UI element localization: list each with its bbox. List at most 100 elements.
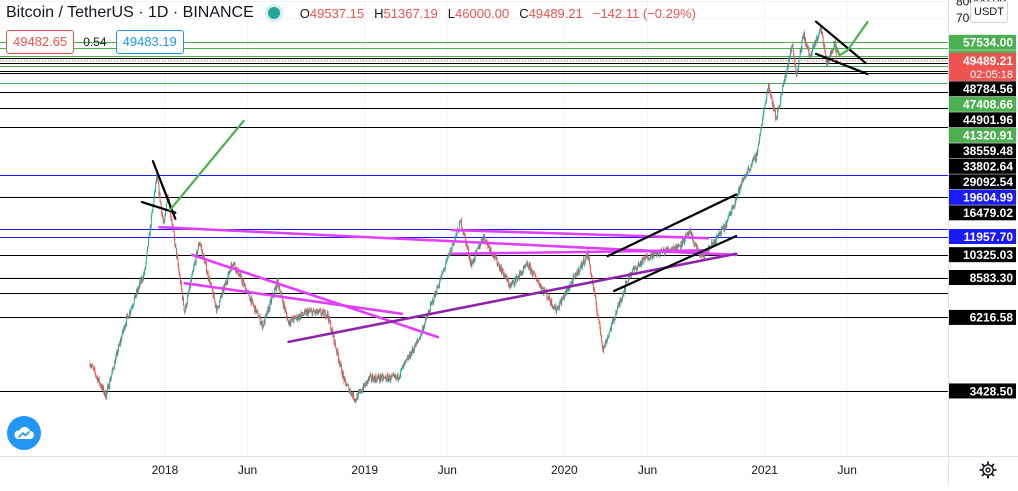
candle[interactable] [242,279,244,287]
candle[interactable] [273,287,275,296]
candle[interactable] [459,221,461,226]
candle[interactable] [131,304,133,311]
candle[interactable] [105,394,107,400]
candle[interactable] [119,341,120,347]
candle[interactable] [732,205,734,209]
candle[interactable] [548,296,549,301]
candle[interactable] [404,360,406,365]
candle[interactable] [164,213,166,221]
candle[interactable] [315,308,317,316]
wedge-2019-bottom[interactable] [450,248,710,256]
candle[interactable] [121,334,123,343]
candle[interactable] [144,266,146,270]
candle[interactable] [305,307,307,313]
candle[interactable] [766,88,768,95]
candle[interactable] [760,127,762,136]
candle[interactable] [786,69,787,77]
candle[interactable] [196,249,198,256]
candle[interactable] [575,269,577,276]
candle[interactable] [393,372,395,378]
candle[interactable] [609,326,611,332]
candle[interactable] [601,334,603,343]
candle[interactable] [305,309,307,316]
candle[interactable] [336,349,338,356]
candle[interactable] [548,294,550,300]
candle[interactable] [110,375,112,382]
candle[interactable] [206,260,207,275]
candle[interactable] [228,269,230,275]
candle[interactable] [572,280,574,285]
candle[interactable] [354,398,356,403]
candle[interactable] [507,276,509,282]
candle[interactable] [304,309,305,316]
candle[interactable] [418,335,420,341]
candle[interactable] [158,183,160,198]
candle[interactable] [634,265,636,271]
candle[interactable] [107,383,108,394]
candle[interactable] [371,377,373,383]
candle[interactable] [711,239,713,246]
candle[interactable] [778,105,780,108]
candle[interactable] [747,168,749,177]
candle[interactable] [384,376,386,380]
candle[interactable] [406,358,408,361]
candle[interactable] [444,267,445,272]
candle[interactable] [798,64,799,72]
candle[interactable] [96,375,98,380]
candle[interactable] [165,210,166,217]
candle[interactable] [104,390,106,397]
candle[interactable] [134,294,136,298]
candle[interactable] [409,350,411,360]
candle[interactable] [784,74,786,84]
candle[interactable] [343,375,345,385]
candle[interactable] [466,242,468,250]
candle[interactable] [788,57,790,69]
candle[interactable] [201,248,203,253]
candle[interactable] [343,375,345,383]
candle[interactable] [233,262,235,265]
candle[interactable] [486,238,488,243]
candle[interactable] [267,305,269,312]
candle[interactable] [182,291,183,302]
candle[interactable] [642,257,644,266]
candle[interactable] [265,315,267,319]
candle[interactable] [813,42,815,50]
candle[interactable] [821,31,823,35]
candle[interactable] [394,373,396,379]
candle[interactable] [368,375,370,382]
candle[interactable] [229,269,231,274]
candle[interactable] [383,376,385,378]
candle[interactable] [713,239,715,246]
candle[interactable] [151,210,153,219]
candle[interactable] [527,263,529,268]
candle[interactable] [170,212,172,221]
candle[interactable] [831,49,833,54]
candle[interactable] [786,67,788,74]
candle[interactable] [387,372,389,377]
candle[interactable] [824,49,826,57]
candle[interactable] [450,249,452,254]
candle[interactable] [680,240,682,248]
candle[interactable] [226,278,228,286]
candle[interactable] [320,312,322,317]
candle[interactable] [243,281,245,288]
candle[interactable] [677,243,679,251]
candle[interactable] [802,35,804,40]
candle[interactable] [342,369,344,378]
candle[interactable] [139,279,141,289]
candle[interactable] [751,160,753,168]
candle[interactable] [509,282,511,289]
candle[interactable] [402,364,404,369]
candle[interactable] [103,385,105,395]
candle[interactable] [539,282,541,290]
candle[interactable] [819,26,821,34]
candle[interactable] [592,282,594,292]
candle[interactable] [299,311,301,320]
candle[interactable] [94,366,96,376]
candle[interactable] [516,276,518,283]
candle[interactable] [383,375,385,379]
candle[interactable] [524,263,526,269]
candle[interactable] [505,273,507,280]
candle[interactable] [338,358,340,365]
candle[interactable] [559,298,561,305]
